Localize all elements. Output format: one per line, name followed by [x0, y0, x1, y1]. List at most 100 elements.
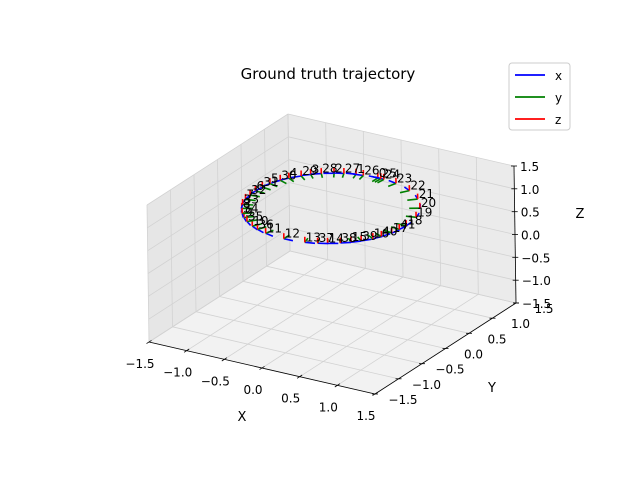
pose-label: 24 [385, 167, 400, 181]
pose-30-x-axis [271, 179, 281, 184]
pose-23-y-axis [387, 182, 397, 188]
pose-15-x-axis [350, 240, 362, 243]
pose-label: 30 [281, 168, 296, 182]
pose-label: 19 [417, 205, 432, 219]
y-tick-label: −1.0 [412, 378, 441, 392]
pose-28-y-axis [320, 173, 324, 179]
pose-33-y-axis [242, 203, 254, 206]
axes-tick-labels: −1.5−1.0−0.50.00.51.01.5−1.5−1.0−0.50.00… [125, 160, 553, 423]
pose-0-y-axis [371, 177, 379, 183]
pose-label: 0 [379, 166, 387, 180]
pose-frames [240, 167, 422, 245]
pose-38-x-axis [340, 241, 352, 244]
pose-17-y-axis [384, 229, 392, 234]
pose-label: 12 [285, 227, 300, 241]
pose-27-y-axis [341, 173, 345, 178]
chart-title: Ground truth trajectory [241, 65, 416, 83]
z-tick-label: −1.5 [522, 297, 551, 311]
x-tick [296, 374, 303, 379]
pose-36-x-axis [257, 228, 264, 234]
pose-40-x-axis [381, 233, 391, 238]
pose-28-x-axis [310, 172, 322, 175]
z-axis-label: Z [576, 207, 585, 222]
z-tick-label: −1.0 [522, 274, 551, 288]
pose-label: 31 [263, 175, 278, 189]
pose-label: 11 [267, 221, 282, 235]
pose-4-y-axis [288, 177, 295, 183]
pose-label: 17 [393, 221, 408, 235]
y-tick-label: 0.0 [464, 348, 483, 362]
pose-39-x-axis [361, 238, 372, 242]
pose-label: 23 [397, 171, 412, 185]
pose-13-x-axis [304, 241, 316, 245]
pose-27-x-axis [333, 172, 344, 175]
pose-label: 32 [251, 183, 266, 197]
pose-6-y-axis [255, 190, 265, 194]
x-tick-label: −1.0 [163, 366, 192, 380]
pose-19-y-axis [405, 215, 417, 219]
pose-17-x-axis [391, 229, 400, 234]
pose-40-y-axis [374, 232, 382, 238]
pose-label: 35 [248, 210, 263, 224]
x-tick [146, 340, 152, 344]
pose-5-y-axis [269, 182, 278, 188]
x-tick-label: 1.0 [319, 400, 338, 414]
legend-label-y: y [555, 91, 562, 105]
pose-label: 9 [245, 206, 253, 220]
pose-label: 13 [306, 230, 321, 244]
x-tick-label: 0.5 [281, 392, 300, 406]
y-tick-label: 1.5 [534, 302, 553, 316]
pose-33-x-axis [240, 204, 244, 209]
pose-label: 20 [421, 196, 436, 210]
pose-label: 21 [419, 187, 434, 201]
pose-label: 1 [357, 162, 365, 176]
pose-label: 38 [341, 231, 356, 245]
pose-7-y-axis [245, 198, 256, 202]
pose-26-x-axis [353, 173, 364, 177]
pose-21-y-axis [407, 198, 418, 201]
pose-9-y-axis [243, 215, 255, 219]
x-tick-label: 1.5 [356, 409, 375, 423]
pose-3-x-axis [300, 173, 311, 177]
x-tick [183, 348, 190, 353]
axes-panes [147, 114, 516, 394]
y-tick-label: 0.5 [487, 332, 506, 346]
legend-label-z: z [555, 113, 561, 127]
z-tick-label: 0.0 [521, 229, 540, 243]
x-tick-label: −0.5 [201, 374, 230, 388]
pose-32-y-axis [249, 194, 260, 198]
pose-26-y-axis [358, 174, 364, 180]
pose-label: 16 [374, 227, 389, 241]
y-axis-label: Y [487, 381, 496, 396]
pose-label: 8 [243, 196, 251, 210]
pose-label: 40 [382, 224, 397, 238]
pose-11-x-axis [265, 232, 274, 237]
z-tick-label: 1.5 [520, 160, 539, 174]
pose-29-x-axis [291, 175, 302, 179]
pose-41-x-axis [398, 225, 407, 231]
z-tick-label: −0.5 [521, 251, 550, 265]
grid-line-z-back [288, 136, 515, 190]
z-tick-label: 1.0 [520, 183, 539, 197]
pose-24-y-axis [377, 178, 385, 184]
pose-31-x-axis [255, 186, 263, 192]
pose-label: 26 [364, 164, 379, 178]
axes-grid [146, 113, 517, 395]
pose-label: 4 [290, 166, 298, 180]
pose-label: 3 [312, 163, 320, 177]
pose-11-y-axis [265, 229, 274, 235]
pose-41-y-axis [390, 226, 400, 231]
pose-label: 18 [407, 214, 422, 228]
grid-line-y-floor [289, 250, 517, 304]
pose-16-y-axis [367, 234, 374, 240]
legend-label-x: x [555, 69, 562, 83]
pose-label: 34 [243, 201, 258, 215]
pose-18-x-axis [405, 221, 413, 227]
pose-label: 14 [329, 231, 344, 245]
pose-32-x-axis [245, 194, 251, 200]
grid-line-z-back [287, 113, 515, 167]
pose-23-x-axis [388, 179, 397, 185]
pose-label: 15 [352, 230, 367, 244]
